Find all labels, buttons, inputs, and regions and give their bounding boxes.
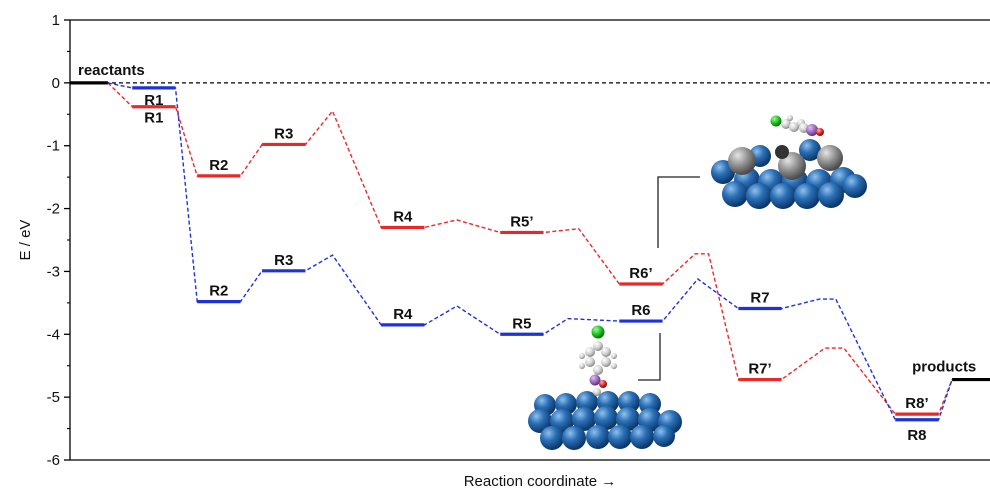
red-state-label: R5’ [510,213,533,230]
red-state-label: R4 [393,208,413,225]
blue-state-label: R7 [750,290,769,307]
y-tick-label: 1 [52,12,60,29]
blue-state-label: R5 [512,315,531,332]
y-axis-title: E / eV [17,220,34,261]
x-axis-title: Reaction coordinate → [464,473,617,490]
products-label: products [912,359,976,376]
y-tick-label: -4 [47,326,60,343]
y-tick-label: -6 [47,452,60,469]
red-state-label: R7’ [748,361,771,378]
blue-state-label: R4 [393,306,413,323]
inset-pointer-line [638,333,661,381]
red-state-label: R1 [144,110,163,127]
reactants-label: reactants [78,62,145,79]
state-labels: R1 R2 R3 R4 R5 R6 R7 R8 R1 R2 R3 R4 R5’ R6’ R7’ R8’ reac… [78,62,976,444]
y-ticks: -6 -5 -4 -3 -2 -1 0 1 [47,12,70,469]
energy-levels [70,81,990,422]
y-tick-label: -3 [47,263,60,280]
surface-slab-bottom [528,391,682,450]
red-state-label: R2 [209,157,228,174]
red-state-label: R6’ [629,265,652,282]
upright-molecule-inset [528,325,682,450]
upright-molecule [579,325,617,396]
blue-state-label: R2 [209,283,228,300]
red-state-label: R8’ [905,395,928,412]
red-state-label: R3 [274,125,293,142]
y-tick-label: -2 [47,201,60,218]
tilted-molecule-inset [657,115,867,248]
blue-state-label: R8 [907,427,926,444]
y-tick-label: 0 [52,75,60,92]
y-tick-label: -5 [47,389,60,406]
plot-area [70,20,990,460]
tilted-molecule [770,115,824,136]
inset-pointer-line [657,176,700,248]
y-tick-label: -1 [47,138,60,155]
blue-state-label: R3 [274,252,293,269]
blue-state-label: R6 [631,302,650,319]
blue-state-label: R1 [144,92,163,109]
surface-slab-top [711,139,867,209]
